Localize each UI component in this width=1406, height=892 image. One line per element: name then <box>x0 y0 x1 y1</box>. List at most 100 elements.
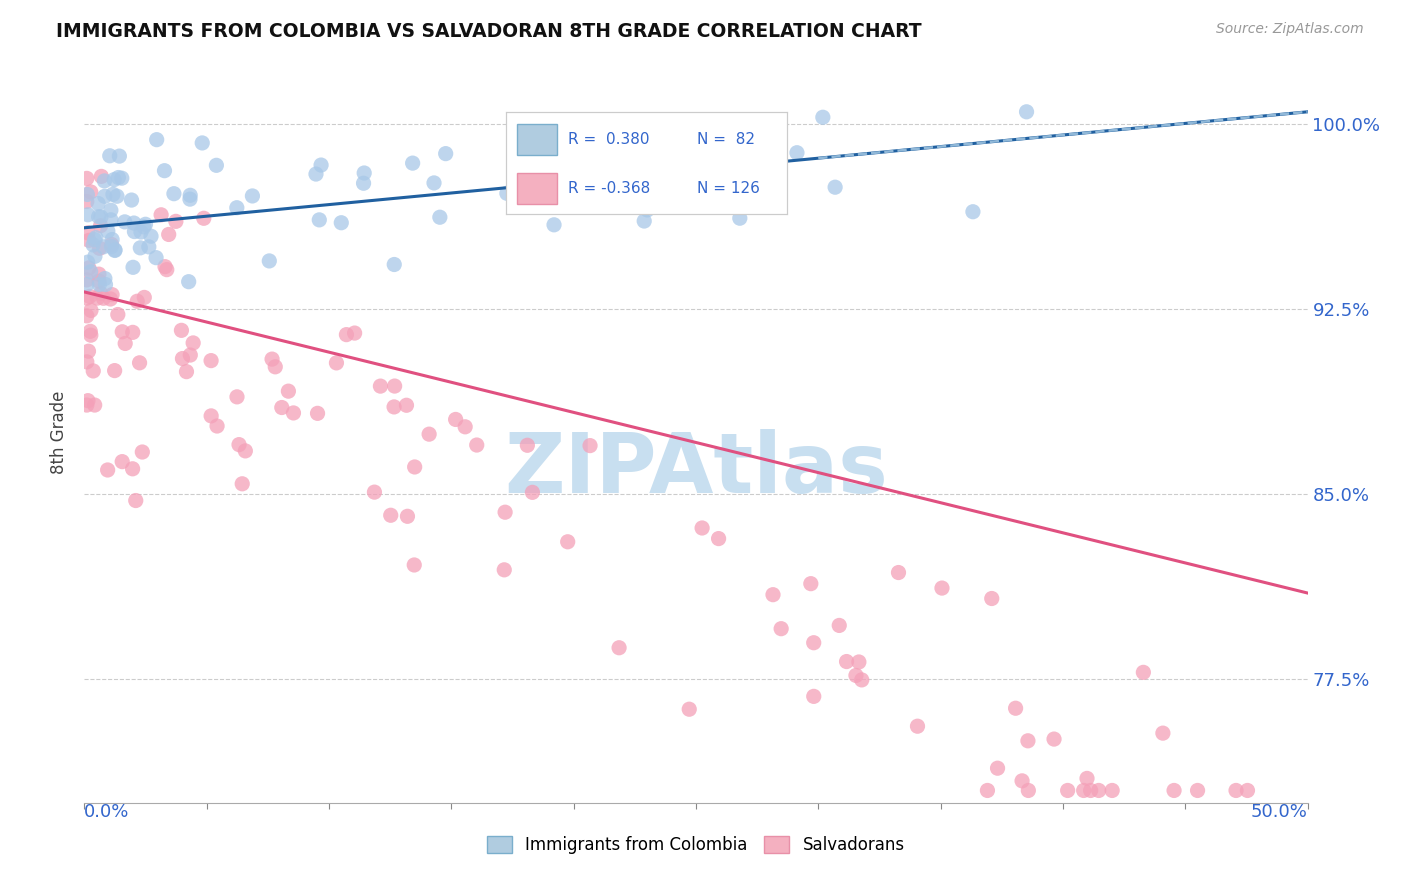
Point <box>607 640 630 655</box>
Point <box>401 156 423 170</box>
Point <box>353 176 375 190</box>
Point <box>179 192 201 206</box>
Point <box>724 139 747 153</box>
Point <box>579 439 602 453</box>
Point <box>454 419 477 434</box>
Point <box>90 169 112 184</box>
Y-axis label: 8th Grade: 8th Grade <box>51 391 69 475</box>
Point <box>418 427 440 442</box>
Point <box>101 187 124 202</box>
Point <box>444 412 467 426</box>
Point <box>108 149 131 163</box>
Point <box>150 208 173 222</box>
Point <box>242 189 264 203</box>
Point <box>76 355 98 369</box>
Point <box>111 171 134 186</box>
Point <box>305 167 328 181</box>
Point <box>786 145 808 160</box>
Point <box>200 409 222 423</box>
Point <box>76 273 98 287</box>
Point <box>76 255 98 269</box>
Point <box>404 558 426 572</box>
Point <box>205 419 228 434</box>
Point <box>177 275 200 289</box>
Text: N = 126: N = 126 <box>697 181 761 196</box>
Point <box>107 308 129 322</box>
Point <box>907 719 929 733</box>
Point <box>128 356 150 370</box>
Point <box>307 406 329 420</box>
Point <box>138 240 160 254</box>
Point <box>423 176 446 190</box>
Point <box>100 203 122 218</box>
Point <box>76 226 98 240</box>
Point <box>93 174 115 188</box>
Point <box>104 244 127 258</box>
Point <box>1017 733 1039 747</box>
Point <box>165 214 187 228</box>
Point <box>226 390 249 404</box>
Point <box>363 485 385 500</box>
Point <box>986 761 1008 775</box>
Point <box>225 201 247 215</box>
Point <box>172 351 194 366</box>
Point <box>1225 783 1247 797</box>
Point <box>83 398 105 412</box>
Point <box>89 277 111 292</box>
Point <box>1132 665 1154 680</box>
Point <box>496 186 519 201</box>
Point <box>434 146 457 161</box>
Point <box>104 243 127 257</box>
Point <box>80 328 103 343</box>
Point <box>1101 783 1123 797</box>
Point <box>1017 783 1039 797</box>
Point <box>107 170 129 185</box>
Point <box>134 290 156 304</box>
Point <box>309 158 332 172</box>
Point <box>93 291 115 305</box>
Point <box>153 260 176 274</box>
Point <box>76 309 98 323</box>
Point <box>803 636 825 650</box>
Point <box>1076 772 1098 786</box>
Point <box>325 356 347 370</box>
Point <box>76 208 98 222</box>
Point <box>1163 783 1185 797</box>
Text: R =  0.380: R = 0.380 <box>568 132 650 146</box>
Point <box>129 225 152 239</box>
Point <box>101 233 124 247</box>
Point <box>538 151 561 165</box>
Point <box>330 216 353 230</box>
Point <box>114 215 136 229</box>
Point <box>1236 783 1258 797</box>
Point <box>633 214 655 228</box>
Point <box>1015 104 1038 119</box>
Point <box>205 158 228 172</box>
Point <box>157 227 180 242</box>
Point <box>264 359 287 374</box>
Point <box>121 193 143 207</box>
Point <box>80 185 103 199</box>
Point <box>678 702 700 716</box>
Point <box>93 189 115 203</box>
Point <box>404 460 426 475</box>
Point <box>429 211 451 225</box>
Point <box>89 241 111 255</box>
Text: N =  82: N = 82 <box>697 132 755 146</box>
Point <box>132 219 155 234</box>
Bar <box>517 173 557 204</box>
Point <box>77 344 100 359</box>
Point <box>103 172 125 186</box>
Point <box>79 265 101 279</box>
Point <box>980 591 1002 606</box>
Point <box>134 217 156 231</box>
Point <box>76 171 98 186</box>
Point <box>76 291 98 305</box>
Point <box>835 655 858 669</box>
Point <box>803 690 825 704</box>
Point <box>283 406 305 420</box>
Point <box>494 563 516 577</box>
Point <box>129 241 152 255</box>
Point <box>82 238 104 252</box>
Point <box>97 463 120 477</box>
